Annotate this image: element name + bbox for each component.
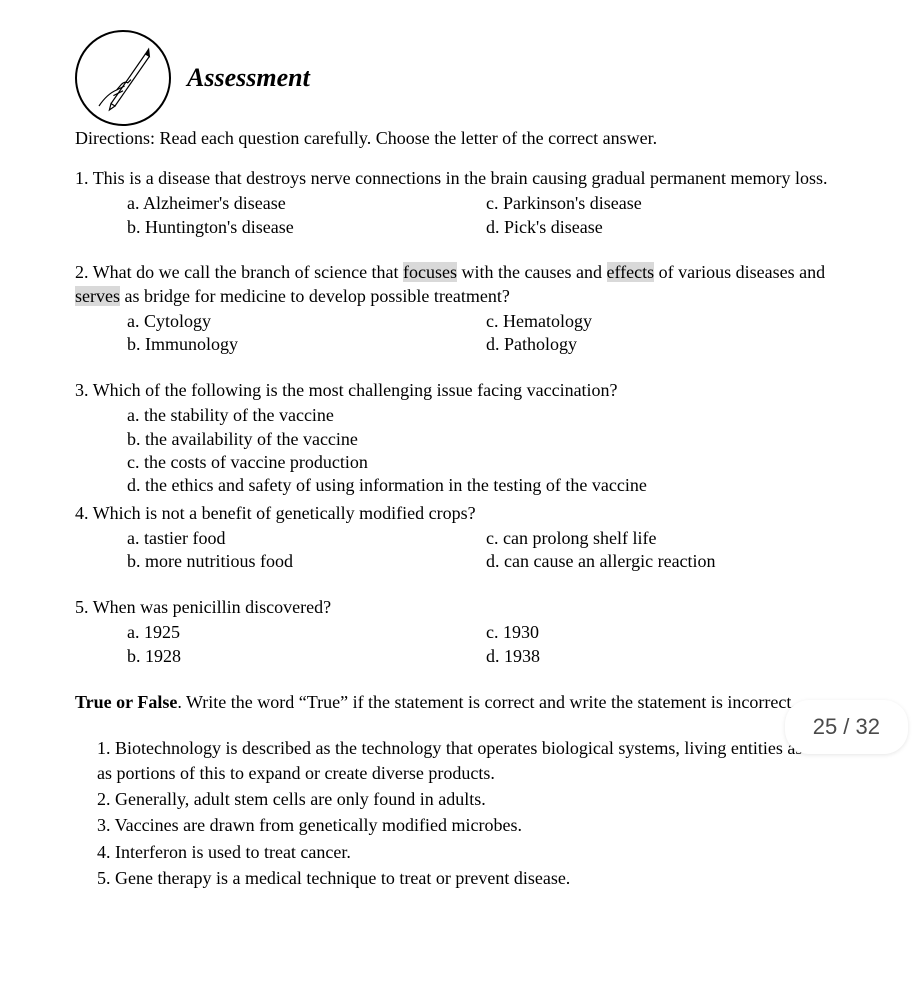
- true-false-bold: True or False: [75, 692, 177, 712]
- q1-text: This is a disease that destroys nerve co…: [93, 168, 828, 188]
- question-5: 5. When was penicillin discovered? a. 19…: [75, 596, 845, 668]
- q2-options: a. Cytology b. Immunology c. Hematology …: [75, 310, 845, 357]
- tf-item-4: 4. Interferon is used to treat cancer.: [97, 840, 845, 864]
- q2-col-left: a. Cytology b. Immunology: [127, 310, 486, 357]
- q2-text-mid1: with the causes and: [457, 262, 606, 282]
- pencil-hand-icon: [75, 30, 171, 126]
- q4-option-b: b. more nutritious food: [127, 550, 486, 573]
- question-1: 1. This is a disease that destroys nerve…: [75, 167, 845, 239]
- tf-item-5: 5. Gene therapy is a medical technique t…: [97, 866, 845, 890]
- q1-col-left: a. Alzheimer's disease b. Huntington's d…: [127, 192, 486, 239]
- q3-option-d: d. the ethics and safety of using inform…: [127, 474, 845, 497]
- q4-col-right: c. can prolong shelf life d. can cause a…: [486, 527, 845, 574]
- q5-options: a. 1925 b. 1928 c. 1930 d. 1938: [75, 621, 845, 668]
- question-3: 3. Which of the following is the most ch…: [75, 379, 845, 498]
- pencil-hand-svg: [83, 38, 163, 118]
- q1-option-b: b. Huntington's disease: [127, 216, 486, 239]
- q3-num: 3.: [75, 380, 89, 400]
- q4-options: a. tastier food b. more nutritious food …: [75, 527, 845, 574]
- page-indicator-badge: 25 / 32: [785, 700, 908, 754]
- true-false-list: 1. Biotechnology is described as the tec…: [75, 736, 845, 890]
- q5-option-c: c. 1930: [486, 621, 845, 644]
- q2-col-right: c. Hematology d. Pathology: [486, 310, 845, 357]
- true-false-rest: . Write the word “True” if the statement…: [177, 692, 796, 712]
- directions-text: Directions: Read each question carefully…: [75, 128, 845, 149]
- q2-option-c: c. Hematology: [486, 310, 845, 333]
- q4-option-c: c. can prolong shelf life: [486, 527, 845, 550]
- q1-option-c: c. Parkinson's disease: [486, 192, 845, 215]
- q4-option-a: a. tastier food: [127, 527, 486, 550]
- question-4: 4. Which is not a benefit of genetically…: [75, 502, 845, 574]
- q5-col-left: a. 1925 b. 1928: [127, 621, 486, 668]
- q2-num: 2.: [75, 262, 89, 282]
- tf-item-2: 2. Generally, adult stem cells are only …: [97, 787, 845, 811]
- q2-hl-serves: serves: [75, 286, 120, 306]
- q3-text: Which of the following is the most chall…: [93, 380, 618, 400]
- q1-col-right: c. Parkinson's disease d. Pick's disease: [486, 192, 845, 239]
- q4-num: 4.: [75, 503, 89, 523]
- q2-option-b: b. Immunology: [127, 333, 486, 356]
- tf-item-1: 1. Biotechnology is described as the tec…: [97, 736, 845, 785]
- q4-col-left: a. tastier food b. more nutritious food: [127, 527, 486, 574]
- q2-hl-focuses: focuses: [403, 262, 457, 282]
- q2-option-d: d. Pathology: [486, 333, 845, 356]
- q1-option-d: d. Pick's disease: [486, 216, 845, 239]
- tf-item-3: 3. Vaccines are drawn from genetically m…: [97, 813, 845, 837]
- q3-option-c: c. the costs of vaccine production: [127, 451, 845, 474]
- q2-text-mid2: of various diseases and: [654, 262, 825, 282]
- assessment-header: Assessment: [75, 30, 845, 126]
- q5-text: When was penicillin discovered?: [93, 597, 331, 617]
- q2-text-pre: What do we call the branch of science th…: [93, 262, 403, 282]
- q4-option-d: d. can cause an allergic reaction: [486, 550, 845, 573]
- q5-option-b: b. 1928: [127, 645, 486, 668]
- q1-num: 1.: [75, 168, 89, 188]
- q2-option-a: a. Cytology: [127, 310, 486, 333]
- q5-num: 5.: [75, 597, 89, 617]
- q2-text-post: as bridge for medicine to develop possib…: [120, 286, 510, 306]
- question-2: 2. What do we call the branch of science…: [75, 261, 845, 357]
- q2-hl-effects: effects: [607, 262, 655, 282]
- q4-text: Which is not a benefit of genetically mo…: [93, 503, 476, 523]
- q3-option-b: b. the availability of the vaccine: [127, 428, 845, 451]
- q5-option-a: a. 1925: [127, 621, 486, 644]
- q5-option-d: d. 1938: [486, 645, 845, 668]
- assessment-title: Assessment: [187, 63, 310, 93]
- q1-option-a: a. Alzheimer's disease: [127, 192, 486, 215]
- true-false-heading: True or False. Write the word “True” if …: [75, 690, 845, 714]
- q5-col-right: c. 1930 d. 1938: [486, 621, 845, 668]
- q1-options: a. Alzheimer's disease b. Huntington's d…: [75, 192, 845, 239]
- q3-options: a. the stability of the vaccine b. the a…: [75, 404, 845, 498]
- q3-option-a: a. the stability of the vaccine: [127, 404, 845, 427]
